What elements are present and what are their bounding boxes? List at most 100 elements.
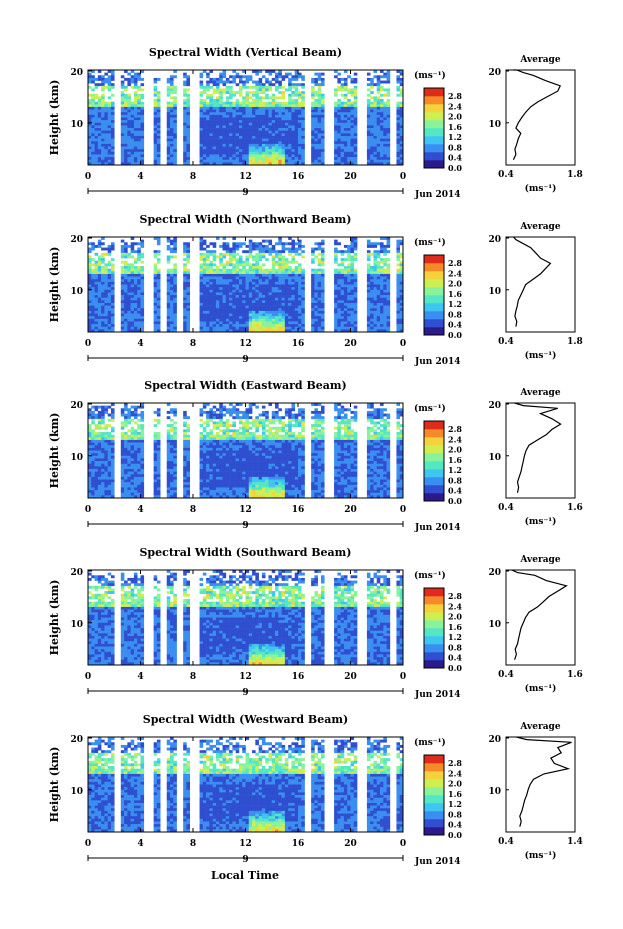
- heatmap-cell: [170, 242, 174, 246]
- heatmap-cell: [235, 83, 240, 87]
- heatmap-cell: [202, 112, 207, 116]
- heatmap-cell: [219, 106, 223, 110]
- heatmap-cell: [252, 271, 256, 275]
- heatmap-cell: [380, 114, 384, 118]
- heatmap-cell: [366, 284, 371, 288]
- heatmap-cell: [265, 292, 269, 296]
- heatmap-cell: [288, 130, 292, 134]
- heatmap-cell: [347, 128, 351, 131]
- heatmap-cell: [314, 329, 318, 333]
- heatmap-cell: [396, 292, 401, 296]
- heatmap-cell: [166, 244, 171, 248]
- heatmap-cell: [399, 318, 404, 322]
- heatmap-cell: [202, 302, 207, 306]
- heatmap-cell: [219, 302, 223, 306]
- heatmap-cell: [353, 91, 358, 95]
- heatmap-cell: [275, 151, 279, 155]
- heatmap-cell: [238, 300, 243, 304]
- heatmap-cell: [110, 70, 115, 73]
- heatmap-cell: [376, 313, 381, 317]
- heatmap-cell: [248, 114, 253, 118]
- heatmap-cell: [235, 324, 240, 328]
- heatmap-cell: [386, 316, 391, 320]
- heatmap-cell: [97, 487, 102, 491]
- heatmap-cell: [337, 135, 341, 139]
- heatmap-cell: [127, 300, 131, 304]
- heatmap-cell: [124, 151, 128, 155]
- heatmap-cell: [275, 112, 279, 116]
- heatmap-cell: [156, 106, 161, 110]
- heatmap-cell: [380, 292, 384, 296]
- heatmap-cell: [206, 271, 210, 275]
- heatmap-cell: [219, 260, 223, 264]
- heatmap-cell: [399, 287, 404, 291]
- heatmap-cell: [288, 151, 292, 155]
- heatmap-cell: [294, 130, 299, 134]
- heatmap-cell: [101, 308, 105, 312]
- heatmap-cell: [298, 117, 302, 121]
- heatmap-cell: [130, 324, 135, 328]
- heatmap-cell: [91, 484, 95, 488]
- heatmap-2: [88, 237, 404, 333]
- heatmap-cell: [107, 442, 112, 446]
- heatmap-cell: [320, 273, 325, 277]
- heatmap-cell: [373, 154, 378, 158]
- heatmap-cell: [222, 292, 227, 296]
- heatmap-cell: [399, 72, 404, 76]
- heatmap-cell: [288, 310, 292, 314]
- heatmap-cell: [383, 128, 387, 131]
- heatmap-cell: [252, 154, 256, 158]
- heatmap-cell: [120, 482, 125, 486]
- heatmap-cell: [353, 316, 358, 320]
- heatmap-cell: [91, 463, 95, 467]
- heatmap-cell: [291, 276, 296, 280]
- heatmap-cell: [107, 114, 112, 118]
- heatmap-cell: [370, 101, 374, 105]
- heatmap-cell: [156, 239, 161, 243]
- heatmap-cell: [222, 146, 227, 150]
- heatmap-cell: [225, 302, 230, 306]
- heatmap-cell: [238, 104, 243, 108]
- heatmap-cell: [101, 305, 105, 309]
- heatmap-cell: [275, 75, 279, 79]
- heatmap-cell: [137, 271, 141, 275]
- heatmap-cell: [166, 313, 171, 317]
- heatmap-cell: [399, 268, 404, 272]
- heatmap-cell: [261, 329, 266, 333]
- heatmap-cell: [261, 310, 266, 314]
- heatmap-cell: [97, 426, 102, 430]
- heatmap-cell: [94, 437, 99, 441]
- heatmap-cell: [255, 244, 259, 248]
- heatmap-cell: [94, 453, 99, 457]
- heatmap-cell: [265, 96, 269, 100]
- heatmap-cell: [275, 101, 279, 105]
- heatmap-cell: [284, 72, 289, 76]
- heatmap-cell: [317, 281, 322, 285]
- heatmap-cell: [350, 242, 355, 246]
- heatmap-cell: [396, 75, 401, 79]
- colorbar-unit: (ms⁻¹): [414, 70, 446, 81]
- heatmap-cell: [88, 268, 92, 272]
- heatmap-cell: [127, 135, 131, 139]
- heatmap-cell: [376, 287, 381, 291]
- heatmap-cell: [288, 85, 292, 89]
- heatmap-cell: [130, 157, 135, 161]
- heatmap-cell: [107, 295, 112, 298]
- heatmap-cell: [383, 295, 387, 298]
- heatmap-cell: [199, 313, 204, 317]
- heatmap-cell: [107, 302, 112, 306]
- heatmap-cell: [294, 141, 299, 145]
- heatmap-cell: [380, 310, 384, 314]
- heatmap-cell: [173, 75, 177, 79]
- heatmap-cell: [88, 439, 92, 443]
- heatmap-cell: [366, 162, 371, 166]
- heatmap-cell: [209, 96, 213, 100]
- heatmap-cell: [140, 239, 145, 243]
- heatmap-cell: [396, 135, 401, 139]
- heatmap-cell: [209, 295, 213, 298]
- heatmap-cell: [370, 308, 374, 312]
- heatmap-cell: [235, 101, 240, 105]
- heatmap-cell: [91, 258, 95, 262]
- heatmap-cell: [314, 141, 318, 145]
- heatmap-cell: [353, 268, 358, 272]
